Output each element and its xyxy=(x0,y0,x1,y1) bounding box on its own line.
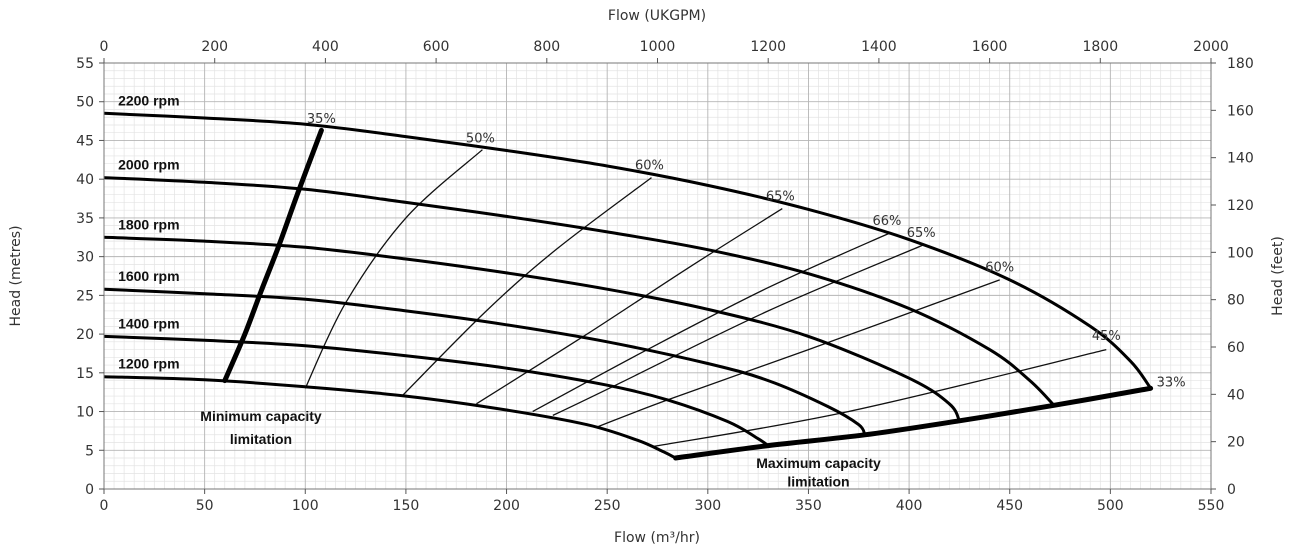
y-tick-label: 30 xyxy=(76,250,94,266)
y-tick-label: 50 xyxy=(76,95,94,111)
y2-tick-label: 60 xyxy=(1227,340,1245,356)
speed-curve xyxy=(103,176,1056,407)
efficiency-label: 50% xyxy=(466,131,495,146)
grid xyxy=(103,62,1212,490)
minimum-capacity-curve xyxy=(222,127,324,384)
y2-tick-label: 40 xyxy=(1227,387,1245,403)
speed-curve-label: 1400 rpm xyxy=(118,315,179,331)
x2-tick-label: 600 xyxy=(423,39,450,55)
x-tick-label: 100 xyxy=(292,498,319,514)
minimum-capacity-label: Minimum capacity xyxy=(200,408,322,424)
x2-tick-label: 1200 xyxy=(750,39,786,55)
x-tick-label: 50 xyxy=(196,498,214,514)
y2-tick-label: 140 xyxy=(1227,151,1254,167)
efficiency-label: 45% xyxy=(1092,329,1121,344)
x-tick-label: 200 xyxy=(493,498,520,514)
speed-curve-label: 1600 rpm xyxy=(118,268,179,284)
y-tick-label: 25 xyxy=(76,288,94,304)
speed-curve-label: 2200 rpm xyxy=(118,92,179,108)
x-tick-label: 150 xyxy=(393,498,420,514)
efficiency-label: 60% xyxy=(985,261,1014,276)
efficiency-curve xyxy=(304,149,483,389)
x-tick-label: 250 xyxy=(594,498,621,514)
speed-curves xyxy=(103,111,1152,460)
efficiency-curve xyxy=(476,208,783,405)
labels: 35% 50% 60% 65% 66% 65% 60% 45% 33% 2200 rpm 2000 … xyxy=(118,92,1185,489)
y2-tick-label: 100 xyxy=(1227,245,1254,261)
x2-tick-label: 0 xyxy=(100,39,109,55)
y-tick-label: 55 xyxy=(76,56,94,72)
y-axis-title: Head (metres) xyxy=(8,225,24,326)
x-tick-label: 0 xyxy=(100,498,109,514)
y-tick-label: 35 xyxy=(76,211,94,227)
x2-tick-label: 1000 xyxy=(640,39,676,55)
maximum-capacity-curve xyxy=(673,385,1154,461)
y-tick-label: 10 xyxy=(76,405,94,421)
y-tick-label: 0 xyxy=(85,482,94,498)
capacity-limit-curves xyxy=(222,127,1154,461)
x-tick-label: 400 xyxy=(896,498,923,514)
y2-tick-label: 180 xyxy=(1227,56,1254,72)
y2-axis-title: Head (feet) xyxy=(1270,236,1286,316)
speed-curve-label: 2000 rpm xyxy=(118,157,179,173)
speed-curve xyxy=(103,235,961,422)
speed-curve-label: 1200 rpm xyxy=(118,356,179,372)
efficiency-label: 66% xyxy=(872,214,901,229)
speed-curve xyxy=(103,375,677,460)
x2-axis-title: Flow (UKGPM) xyxy=(608,8,706,24)
y-tick-label: 40 xyxy=(76,172,94,188)
minimum-capacity-label: limitation xyxy=(230,431,292,447)
maximum-capacity-label: Maximum capacity xyxy=(756,455,881,471)
efficiency-curve xyxy=(552,244,924,416)
y-tick-label: 45 xyxy=(76,133,94,149)
x-tick-label: 450 xyxy=(996,498,1023,514)
y2-tick-label: 160 xyxy=(1227,103,1254,119)
y-tick-label: 15 xyxy=(76,366,94,382)
efficiency-label: 65% xyxy=(907,226,936,241)
x2-tick-label: 1400 xyxy=(861,39,897,55)
x-tick-label: 350 xyxy=(795,498,822,514)
speed-curve-label: 1800 rpm xyxy=(118,216,179,232)
y2-tick-label: 120 xyxy=(1227,198,1254,214)
y2-tick-label: 20 xyxy=(1227,435,1245,451)
x2-tick-label: 400 xyxy=(312,39,339,55)
efficiency-label: 33% xyxy=(1157,375,1186,390)
efficiency-curve xyxy=(596,279,1000,428)
x2-tick-label: 2000 xyxy=(1193,39,1229,55)
x-tick-label: 300 xyxy=(694,498,721,514)
x2-tick-label: 200 xyxy=(201,39,228,55)
efficiency-curve xyxy=(653,348,1107,448)
efficiency-curve xyxy=(532,232,890,413)
maximum-capacity-label: limitation xyxy=(787,474,849,490)
x-tick-label: 550 xyxy=(1198,498,1225,514)
y-tick-label: 20 xyxy=(76,327,94,343)
y2-tick-label: 80 xyxy=(1227,293,1245,309)
x-tick-label: 500 xyxy=(1097,498,1124,514)
speed-curve xyxy=(103,334,770,447)
efficiency-label: 35% xyxy=(307,112,336,127)
x-axis-title: Flow (m³/hr) xyxy=(614,530,700,546)
speed-curve xyxy=(103,287,867,436)
efficiency-label: 60% xyxy=(635,158,664,173)
y-tick-label: 5 xyxy=(85,443,94,459)
y2-tick-label: 0 xyxy=(1227,482,1236,498)
x2-tick-label: 1600 xyxy=(972,39,1008,55)
x2-tick-label: 800 xyxy=(533,39,560,55)
efficiency-label: 65% xyxy=(766,189,795,204)
speed-curve xyxy=(103,111,1152,390)
x2-tick-label: 1800 xyxy=(1082,39,1118,55)
